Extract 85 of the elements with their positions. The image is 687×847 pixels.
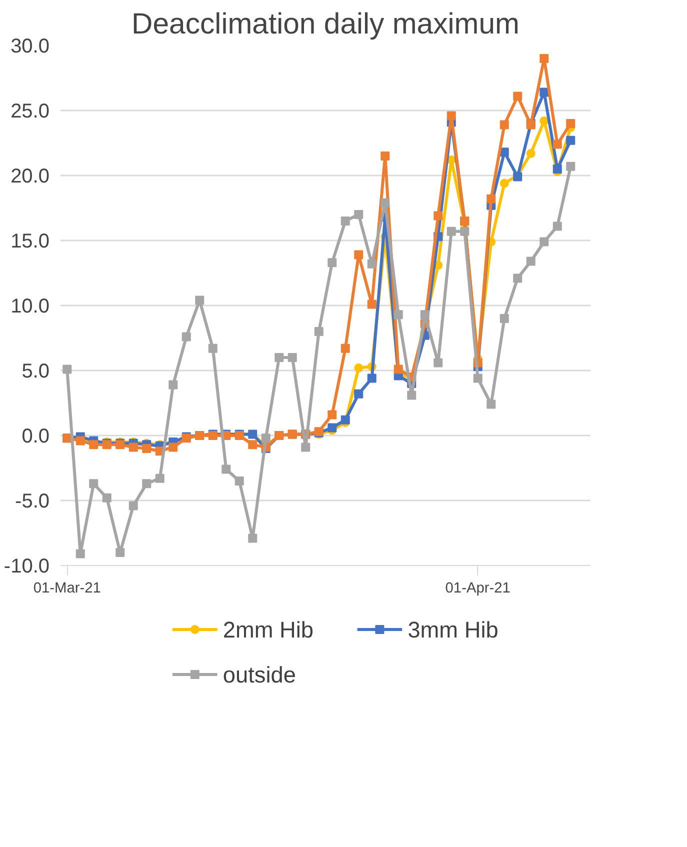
- point: [380, 198, 390, 208]
- point: [540, 116, 549, 126]
- point: [195, 296, 204, 305]
- point: [116, 548, 125, 557]
- point: [128, 442, 138, 452]
- point: [354, 250, 364, 260]
- y-tick-label: -10.0: [4, 556, 50, 578]
- x-tick-label: 01-Mar-21: [33, 580, 101, 596]
- point: [62, 364, 72, 374]
- point: [446, 226, 456, 236]
- point: [407, 390, 416, 400]
- point: [394, 310, 403, 320]
- x-tick-label: 01-Apr-21: [445, 580, 510, 596]
- legend-label: 3mm Hib: [408, 616, 498, 642]
- point: [566, 136, 576, 145]
- point: [552, 140, 562, 149]
- point: [288, 353, 297, 362]
- point: [76, 549, 85, 558]
- point: [526, 256, 536, 266]
- point: [340, 415, 350, 424]
- point: [367, 374, 376, 383]
- point: [328, 423, 337, 432]
- y-tick-label: 5.0: [22, 360, 50, 382]
- point: [434, 358, 443, 368]
- point: [354, 389, 364, 398]
- point: [434, 211, 443, 220]
- point: [248, 440, 258, 450]
- point: [367, 259, 376, 268]
- chart-title: Deacclimation daily maximum: [132, 8, 520, 40]
- point: [540, 54, 549, 63]
- y-tick-label: 25.0: [10, 100, 50, 122]
- point: [314, 327, 324, 336]
- point: [500, 178, 509, 188]
- point: [328, 410, 337, 420]
- y-tick-label: 0.0: [22, 426, 50, 448]
- point: [301, 442, 310, 452]
- point: [274, 353, 284, 362]
- point: [248, 534, 258, 543]
- point: [340, 344, 350, 353]
- point: [168, 380, 178, 390]
- point: [526, 148, 536, 158]
- y-tick-label: 15.0: [10, 230, 50, 252]
- point: [367, 300, 376, 309]
- point: [142, 444, 152, 453]
- point: [486, 400, 496, 409]
- point: [102, 493, 112, 502]
- y-tick-label: 30.0: [10, 36, 50, 58]
- point: [460, 226, 470, 236]
- point: [182, 332, 191, 342]
- legend-label: 2mm Hib: [222, 616, 314, 642]
- y-tick-label: 20.0: [10, 166, 50, 188]
- point: [540, 237, 549, 246]
- point: [354, 363, 364, 372]
- point: [540, 88, 549, 97]
- point: [420, 310, 430, 320]
- point: [222, 464, 231, 474]
- point: [234, 476, 244, 486]
- point: [328, 258, 337, 268]
- point: [394, 364, 403, 374]
- point: [208, 344, 218, 353]
- point: [380, 152, 390, 160]
- y-tick-label: -5.0: [15, 490, 50, 512]
- point: [76, 436, 85, 446]
- point: [168, 442, 178, 452]
- point: [513, 92, 522, 101]
- point: [340, 216, 350, 226]
- point: [261, 434, 270, 443]
- point: [486, 194, 496, 204]
- point: [89, 479, 98, 488]
- point: [473, 374, 482, 383]
- point: [354, 210, 364, 219]
- point: [552, 222, 562, 231]
- point: [552, 164, 562, 174]
- point: [89, 440, 98, 450]
- y-tick-label: 10.0: [10, 296, 50, 318]
- point: [513, 274, 522, 283]
- point: [128, 501, 138, 510]
- point: [142, 479, 152, 488]
- point: [566, 162, 576, 171]
- point: [500, 120, 509, 130]
- point: [446, 111, 456, 120]
- point: [566, 119, 576, 128]
- point: [155, 474, 164, 483]
- legend-label: outside: [222, 662, 296, 688]
- point: [500, 314, 509, 323]
